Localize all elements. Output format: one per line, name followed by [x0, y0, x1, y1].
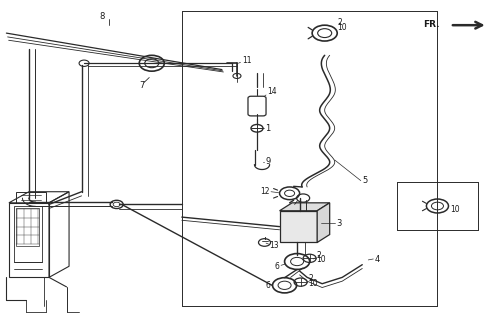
Text: 9: 9: [266, 157, 271, 166]
Polygon shape: [317, 203, 330, 243]
Text: 2: 2: [316, 251, 321, 260]
Text: 8: 8: [99, 12, 104, 21]
Text: 14: 14: [267, 87, 277, 96]
Polygon shape: [280, 203, 330, 211]
Polygon shape: [280, 211, 317, 243]
Text: 1: 1: [266, 124, 271, 133]
Text: 6: 6: [266, 281, 271, 290]
Text: 3: 3: [336, 219, 342, 228]
Text: 12: 12: [260, 187, 270, 196]
Text: 10: 10: [308, 279, 318, 288]
Text: 10: 10: [450, 205, 460, 214]
Text: 5: 5: [362, 176, 367, 185]
Circle shape: [113, 202, 120, 207]
Text: 2: 2: [337, 18, 342, 27]
Text: 13: 13: [270, 241, 279, 250]
Text: 6: 6: [275, 262, 280, 271]
Text: 10: 10: [337, 23, 347, 32]
Text: 11: 11: [242, 56, 251, 65]
Text: 2: 2: [308, 275, 313, 284]
Text: 10: 10: [316, 255, 326, 264]
Text: 7: 7: [139, 81, 145, 90]
Text: FR.: FR.: [423, 20, 440, 29]
Text: 4: 4: [375, 255, 380, 264]
